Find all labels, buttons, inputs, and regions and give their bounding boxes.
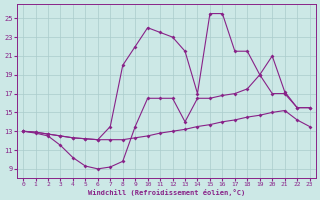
- X-axis label: Windchill (Refroidissement éolien,°C): Windchill (Refroidissement éolien,°C): [88, 189, 245, 196]
